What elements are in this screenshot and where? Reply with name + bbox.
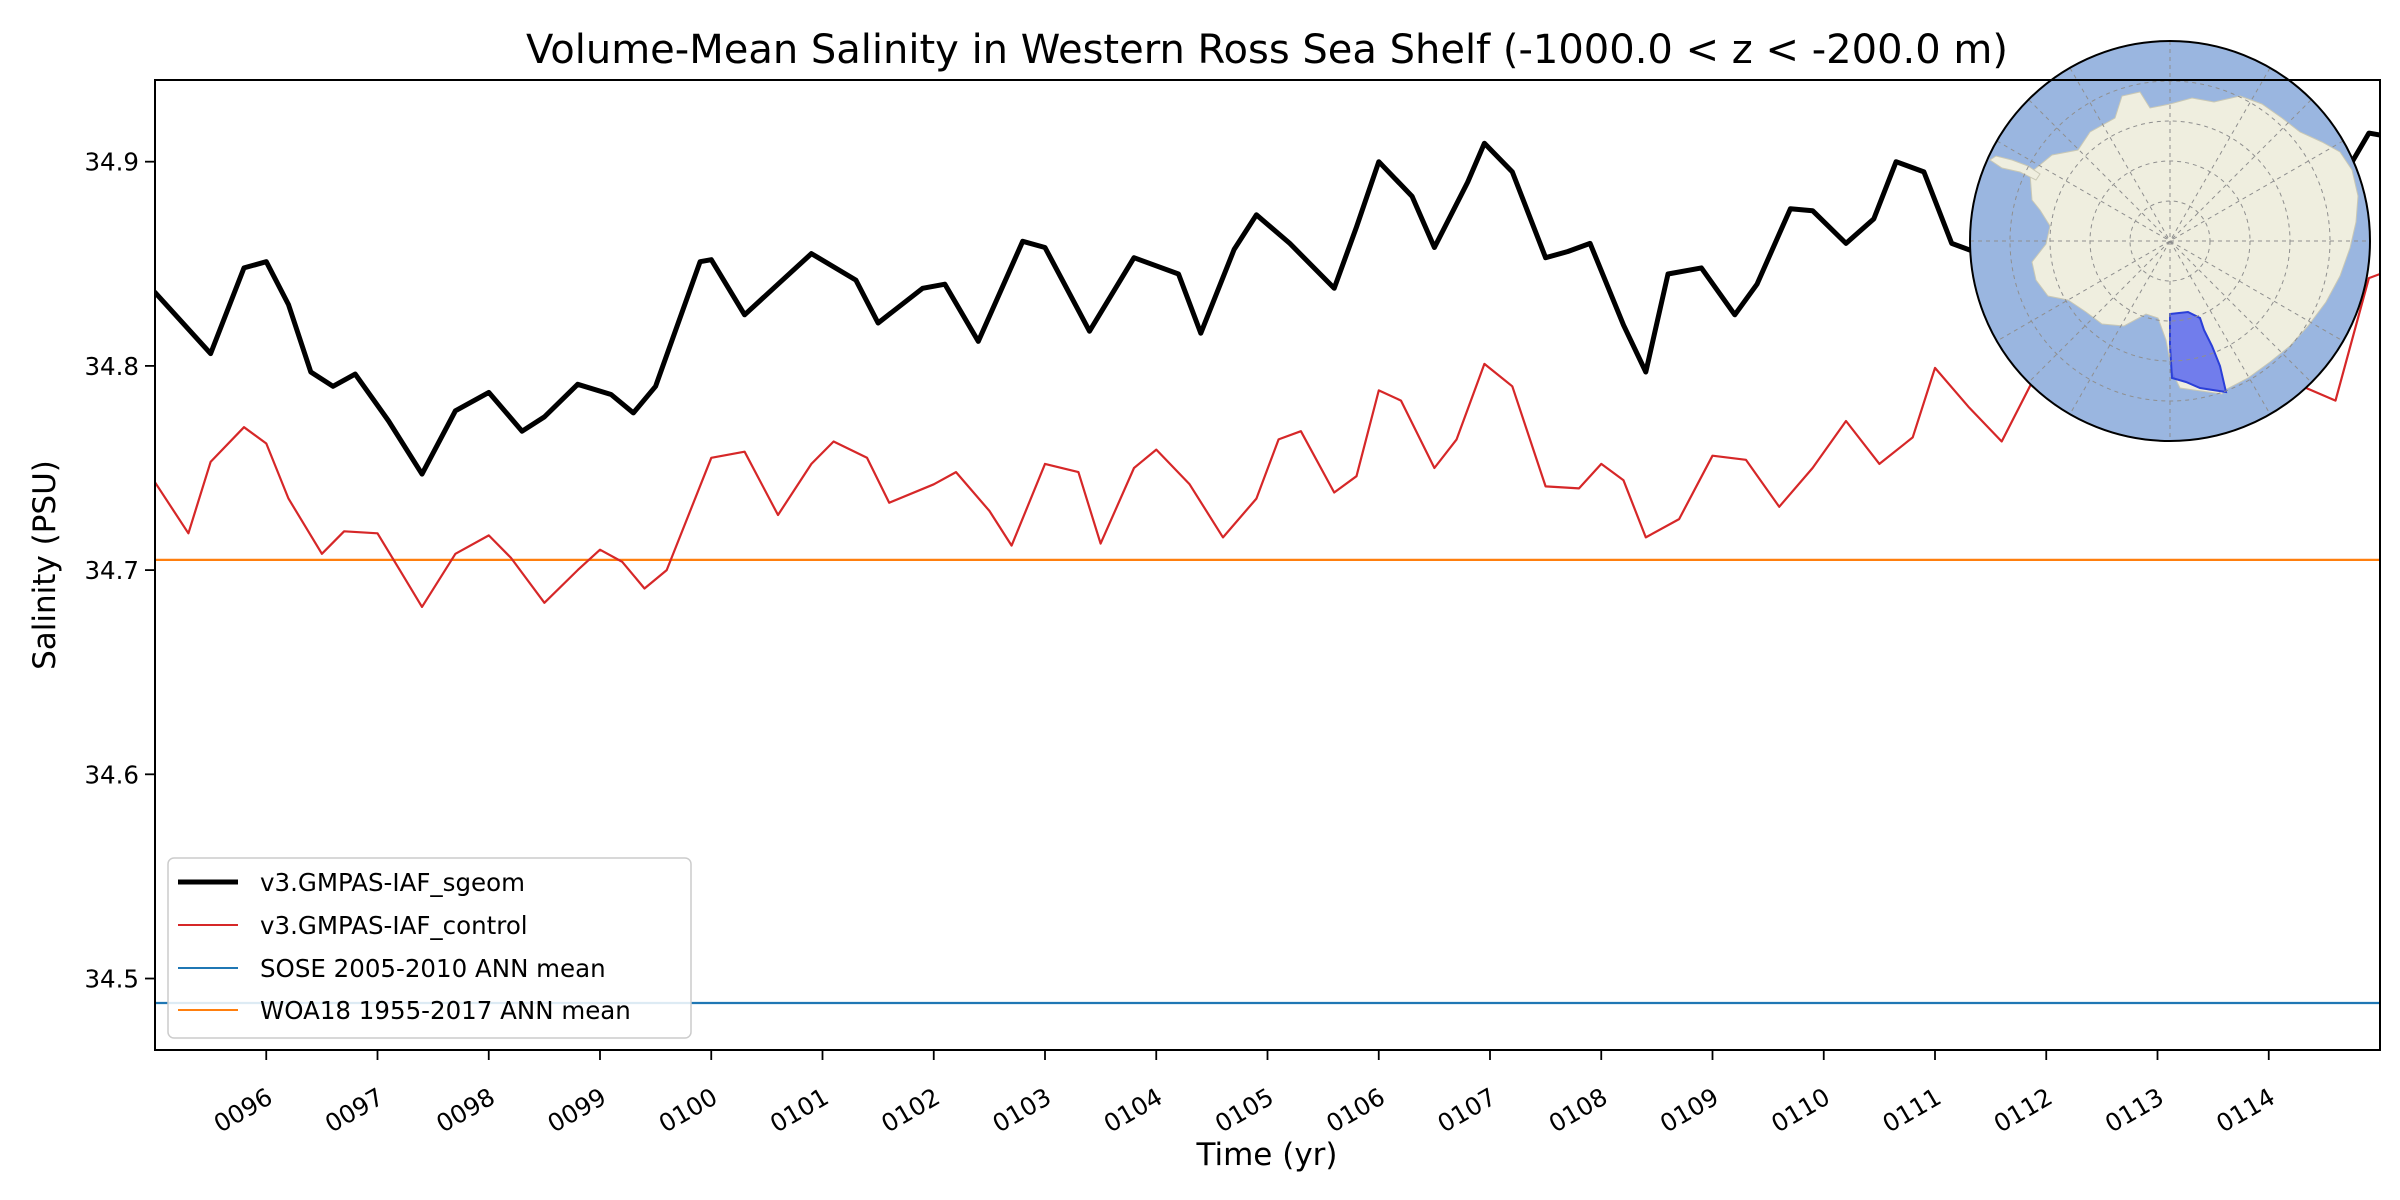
x-tick-label: 0114 xyxy=(2211,1082,2280,1138)
x-tick-label: 0098 xyxy=(431,1082,500,1138)
inset-land-antarctica xyxy=(2029,91,2359,395)
x-tick-label: 0106 xyxy=(1321,1082,1390,1138)
legend-label-sose: SOSE 2005-2010 ANN mean xyxy=(260,954,606,983)
y-tick-label: 34.7 xyxy=(84,556,139,585)
legend-label-woa18: WOA18 1955-2017 ANN mean xyxy=(260,996,631,1025)
x-axis: 0096 0097 0098 0099 0100 0101 0102 0103 0104 0105… xyxy=(209,1050,2280,1138)
y-axis-label: Salinity (PSU) xyxy=(27,460,63,670)
y-tick-label: 34.5 xyxy=(84,965,139,994)
antarctica-inset-map xyxy=(1969,40,2371,442)
x-tick-label: 0103 xyxy=(987,1082,1056,1138)
inset-western-ross-sea-region xyxy=(2169,310,2228,394)
x-tick-label: 0109 xyxy=(1655,1082,1724,1138)
y-tick-label: 34.9 xyxy=(84,148,139,177)
y-tick-label: 34.8 xyxy=(84,352,139,381)
legend-label-control: v3.GMPAS-IAF_control xyxy=(260,911,528,940)
inset-antarctic-peninsula xyxy=(1989,155,2041,181)
y-tick-label: 34.6 xyxy=(84,760,139,789)
x-tick-label: 0102 xyxy=(876,1082,945,1138)
x-tick-label: 0112 xyxy=(1989,1082,2058,1138)
x-tick-label: 0104 xyxy=(1099,1082,1168,1138)
x-tick-label: 0107 xyxy=(1432,1082,1501,1138)
x-tick-label: 0113 xyxy=(2100,1082,2169,1138)
legend-box xyxy=(167,857,692,1039)
legend-label-sgeom: v3.GMPAS-IAF_sgeom xyxy=(260,868,525,897)
x-tick-label: 0097 xyxy=(320,1082,389,1138)
x-tick-label: 0110 xyxy=(1766,1082,1835,1138)
x-tick-label: 0111 xyxy=(1877,1082,1946,1138)
y-axis: 34.5 34.6 34.7 34.8 34.9 xyxy=(84,148,155,994)
legend: v3.GMPAS-IAF_sgeom v3.GMPAS-IAF_control … xyxy=(167,857,692,1039)
x-tick-label: 0101 xyxy=(765,1082,834,1138)
x-tick-label: 0100 xyxy=(654,1082,723,1138)
x-tick-label: 0108 xyxy=(1544,1082,1613,1138)
x-tick-label: 0105 xyxy=(1210,1082,1279,1138)
x-axis-label: Time (yr) xyxy=(1196,1137,1338,1173)
x-tick-label: 0099 xyxy=(542,1082,611,1138)
series-line-v3-gmpas-iaf-control xyxy=(155,272,2380,608)
chart-title: Volume-Mean Salinity in Western Ross Sea… xyxy=(526,27,2008,73)
x-tick-label: 0096 xyxy=(209,1082,278,1138)
